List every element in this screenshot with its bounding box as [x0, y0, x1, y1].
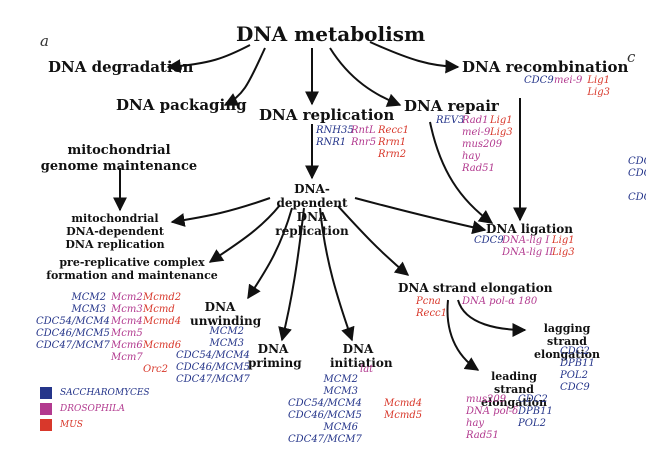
arrow-dnadep-prerep	[208, 204, 281, 263]
legend-swatch-drosophila	[40, 403, 52, 415]
genes-ligation-dr: DNA-lig I DNA-lig II	[502, 235, 554, 258]
legend-swatch-saccharomyces	[40, 387, 52, 399]
arrow-dnadep-initiation	[319, 207, 355, 342]
node-dna-metabolism: DNA metabolism	[236, 22, 426, 46]
node-dna-dependent-replication: DNA-dependent DNA replication	[275, 182, 349, 238]
node-dna-recombination: DNA recombination	[462, 58, 629, 76]
arrow-root-degradation	[166, 44, 251, 74]
node-mito-genome-maintenance: mitochondrial genome maintenance	[40, 143, 198, 174]
arrow-dnadep-ligation	[354, 197, 487, 235]
arrow-dnadep-elongation	[337, 205, 410, 276]
arrow-repair-ligation	[429, 121, 494, 224]
node-dna-degradation: DNA degradation	[48, 58, 194, 76]
genes-repair-sa: REV3	[436, 115, 465, 126]
panel-label-next: c	[627, 48, 636, 66]
arrow-dnadep-unwinding	[247, 207, 293, 300]
genes-elongation-mu: Pcna Recc1	[416, 296, 448, 319]
node-dna-replication: DNA replication	[259, 106, 395, 124]
node-dna-unwinding: DNA unwinding	[190, 300, 262, 328]
node-leading-strand: leading strand elongation	[481, 370, 547, 409]
genes-initiation-dr: lat	[360, 364, 374, 375]
genes-initiation-mu: Mcmd4 Mcmd5	[384, 398, 423, 421]
node-dna-repair: DNA repair	[404, 97, 499, 115]
node-dna-initiation: DNA initiation	[330, 342, 393, 370]
legend-swatch-mus	[40, 419, 52, 431]
arrow-dnadep-priming	[278, 207, 305, 342]
genes-repair-mu: Lig1 Lig3	[490, 115, 513, 138]
genes-prerep-mu: Mcmd2 Mcmd Mcmd4 Mcmd6 Orc2	[143, 292, 182, 375]
genes-initiation-sa: MCM2 MCM3 CDC54/MCM4 CDC46/MCM5 MCM6 CDC…	[288, 374, 362, 445]
legend-label-saccharomyces: SACCHAROMYCES	[60, 388, 150, 398]
genes-replication-dr: RntL Rnr5	[351, 125, 377, 148]
panel-label: a	[40, 32, 49, 50]
arrow-root-packaging	[223, 47, 266, 106]
genes-recomb-mu: Lig1 Lig3	[587, 75, 610, 98]
arrow-root-repair	[329, 47, 402, 107]
genes-repair-dr: Rad1 mei-9 mus209 hay Rad51	[462, 115, 503, 174]
genes-prerep-sa: MCM2 MCM3 CDC54/MCM4 CDC46/MCM5 CDC47/MC…	[36, 292, 110, 351]
node-dna-packaging: DNA packaging	[116, 96, 247, 114]
genes-unwinding-sa: MCM2 MCM3 CDC54/MCM4 CDC46/MCM5 CDC47/MC…	[176, 326, 250, 385]
genes-elongation-dr: DNA pol-α 180	[462, 296, 538, 307]
node-dna-strand-elongation: DNA strand elongation	[398, 281, 553, 295]
arrow-elongation-leading	[446, 299, 480, 371]
legend-label-drosophila: DROSOPHILA	[60, 404, 125, 414]
node-mito-dna-replication: mitochondrial DNA-dependent DNA replicat…	[65, 212, 165, 251]
genes-replication-sa: RNH35 RNR1	[316, 125, 354, 148]
genes-replication-mu: Recc1 Rrm1 Rrm2	[378, 125, 410, 160]
genes-ligation-mu: Lig1 Lig3	[552, 235, 575, 258]
genes-recomb-sa: CDC9	[524, 75, 554, 86]
genes-leading-sa: CDC2 DPB11 POL2	[518, 394, 553, 429]
legend-label-mus: MUS	[60, 420, 83, 430]
arrow-root-recombination	[369, 41, 460, 74]
genes-edge-sa: CDC CDC CDC	[628, 156, 646, 203]
arrow-elongation-lagging	[457, 299, 527, 337]
genes-prerep-dr: Mcm2 Mcm3 Mcm4 Mcm5 Mcm6 Mcm7	[111, 292, 143, 363]
genes-leading-dr: mus209 DNA pol-δ hay Rad51	[466, 394, 519, 441]
genes-ligation-sa: CDC9	[474, 235, 504, 246]
genes-lagging-sa: CDC2 DPB11 POL2 CDC9	[560, 346, 595, 393]
node-dna-priming: DNA priming	[248, 342, 302, 370]
node-lagging-strand: lagging strand elongation	[534, 322, 600, 361]
genes-recomb-dr: mei-9	[554, 75, 583, 86]
arrow-dnadep-mitorep	[170, 197, 271, 227]
node-prereplicative-complex: pre-replicative complex formation and ma…	[46, 256, 218, 282]
node-dna-ligation: DNA ligation	[486, 222, 573, 236]
